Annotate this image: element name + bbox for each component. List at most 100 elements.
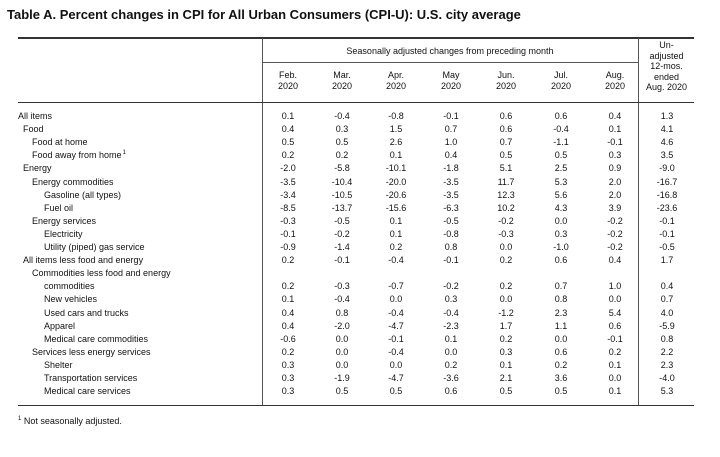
month-column-header: Aug. 2020 bbox=[588, 70, 642, 92]
value-cell: 0.7 bbox=[499, 137, 513, 148]
row-label: Food away from home1 bbox=[18, 149, 256, 161]
row-label-text: Apparel bbox=[44, 320, 77, 331]
value-cell: 0.1 bbox=[281, 294, 295, 305]
row-label-text: Food bbox=[23, 124, 45, 135]
value-cell: 0.6 bbox=[608, 320, 622, 331]
unadjusted-value-cell: -16.7 bbox=[656, 176, 678, 187]
month-label: May bbox=[442, 70, 460, 80]
table-row: Apparel 0.4 -2.0 -4.7 -2.3 1.7 1.1 0.6 -5.9 bbox=[18, 320, 694, 332]
value-cell: 0.5 bbox=[499, 150, 513, 161]
column-divider bbox=[262, 38, 263, 405]
value-cell: 12.3 bbox=[497, 189, 515, 200]
value-cell: 5.3 bbox=[554, 176, 568, 187]
value-cell: -10.5 bbox=[331, 189, 353, 200]
value-cell: 0.0 bbox=[608, 294, 622, 305]
value-cell: 0.0 bbox=[554, 333, 568, 344]
row-label: Fuel oil bbox=[18, 202, 256, 214]
leader-dots bbox=[44, 209, 256, 211]
unadjusted-header-line: adjusted bbox=[649, 50, 684, 61]
unadjusted-value-cell: -4.0 bbox=[659, 373, 675, 383]
seasonally-adjusted-header: Seasonally adjusted changes from precedi… bbox=[346, 46, 554, 56]
year-label: 2020 bbox=[385, 81, 407, 91]
row-label-text: Utility (piped) gas service bbox=[44, 242, 146, 252]
value-cell: 0.4 bbox=[608, 111, 622, 121]
value-cell: -0.6 bbox=[280, 333, 296, 344]
value-cell: -0.3 bbox=[498, 228, 514, 239]
value-cell: 0.3 bbox=[335, 124, 349, 135]
value-cell: 1.0 bbox=[444, 137, 458, 148]
value-cell: 2.3 bbox=[554, 307, 568, 318]
value-cell: 0.6 bbox=[554, 111, 568, 121]
table-row: Medical care commodities -0.6 0.0 -0.1 0.1 0.… bbox=[18, 333, 694, 345]
row-label-text: Medical care commodities bbox=[44, 333, 150, 344]
value-cell: 0.2 bbox=[281, 281, 295, 292]
table-row: Food away from home1 0.2 0.2 0.1 0.4 0.5 0.5 0.… bbox=[18, 149, 694, 161]
row-label-text: All items bbox=[18, 111, 54, 121]
row-label: All items less food and energy bbox=[18, 254, 256, 266]
value-cell: 0.2 bbox=[389, 242, 403, 252]
value-cell: 11.7 bbox=[497, 176, 515, 187]
value-cell: -0.2 bbox=[334, 228, 350, 239]
row-label: Food at home bbox=[18, 136, 256, 148]
unadjusted-column-header: Un- adjusted 12-mos. ended Aug. 2020 bbox=[639, 40, 694, 93]
table-title: Table A. Percent changes in CPI for All … bbox=[7, 7, 521, 22]
value-cell: 10.2 bbox=[497, 202, 515, 213]
value-cell: -0.2 bbox=[607, 242, 623, 252]
value-cell: -1.2 bbox=[498, 307, 514, 318]
value-cell: -1.9 bbox=[334, 373, 350, 383]
value-cell: -3.5 bbox=[443, 176, 459, 187]
value-cell: 0.8 bbox=[444, 242, 458, 252]
value-cell: -2.0 bbox=[334, 320, 350, 331]
row-label: Gasoline (all types) bbox=[18, 189, 256, 201]
row-label: Services less energy services bbox=[18, 346, 256, 358]
unadjusted-header-line: Aug. 2020 bbox=[645, 82, 688, 92]
row-label-text: All items less food and energy bbox=[23, 255, 145, 266]
month-label: Mar. bbox=[333, 70, 351, 80]
value-cell: -0.5 bbox=[334, 215, 350, 226]
value-cell: 0.6 bbox=[499, 111, 513, 121]
value-cell: 5.4 bbox=[608, 307, 622, 318]
footnote-marker: 1 bbox=[122, 150, 127, 157]
value-cell: -13.7 bbox=[331, 202, 353, 213]
value-cell: 0.8 bbox=[554, 294, 568, 305]
value-cell: -5.8 bbox=[334, 163, 350, 174]
value-cell: 2.0 bbox=[608, 189, 622, 200]
row-label: Shelter bbox=[18, 359, 256, 371]
value-cell: -4.7 bbox=[388, 320, 404, 331]
leader-dots bbox=[23, 170, 256, 172]
value-cell: -2.3 bbox=[443, 320, 459, 331]
value-cell: -1.8 bbox=[443, 163, 459, 174]
value-cell: 0.4 bbox=[281, 307, 295, 318]
row-label: Utility (piped) gas service bbox=[18, 241, 256, 253]
row-label-text: Commodities less food and energy bbox=[32, 268, 172, 279]
value-cell: -0.1 bbox=[280, 228, 296, 239]
value-cell: 0.0 bbox=[335, 346, 349, 357]
leader-dots bbox=[18, 118, 256, 119]
unadjusted-value-cell: 4.6 bbox=[660, 137, 674, 148]
value-cell: 0.6 bbox=[554, 346, 568, 357]
month-column-header: Apr. 2020 bbox=[369, 70, 423, 92]
value-cell: -0.4 bbox=[443, 307, 459, 318]
row-label: Apparel bbox=[18, 320, 256, 332]
table-row: Commodities less food and energy bbox=[18, 267, 694, 279]
value-cell: 3.6 bbox=[554, 373, 568, 383]
value-cell: -0.2 bbox=[498, 215, 514, 226]
value-cell: 0.4 bbox=[444, 150, 458, 161]
value-cell: -2.0 bbox=[280, 163, 296, 174]
value-cell: -0.9 bbox=[280, 242, 296, 252]
unadjusted-header-line: 12-mos. bbox=[650, 61, 683, 71]
year-label: 2020 bbox=[495, 81, 517, 91]
value-cell: 0.1 bbox=[389, 215, 403, 226]
value-cell: -3.4 bbox=[280, 189, 296, 200]
value-cell: 0.1 bbox=[389, 228, 403, 239]
value-cell: -0.2 bbox=[607, 228, 623, 239]
value-cell: -1.4 bbox=[334, 242, 350, 252]
table-row: Transportation services 0.3 -1.9 -4.7 -3.6 2.… bbox=[18, 372, 694, 384]
value-cell: -0.8 bbox=[443, 228, 459, 239]
unadjusted-value-cell: -0.1 bbox=[659, 215, 675, 226]
value-cell: 0.0 bbox=[444, 346, 458, 357]
month-label: Apr. bbox=[387, 70, 404, 80]
value-cell: -0.1 bbox=[443, 255, 459, 266]
row-label: Used cars and trucks bbox=[18, 307, 256, 319]
row-label-text: New vehicles bbox=[44, 294, 99, 305]
